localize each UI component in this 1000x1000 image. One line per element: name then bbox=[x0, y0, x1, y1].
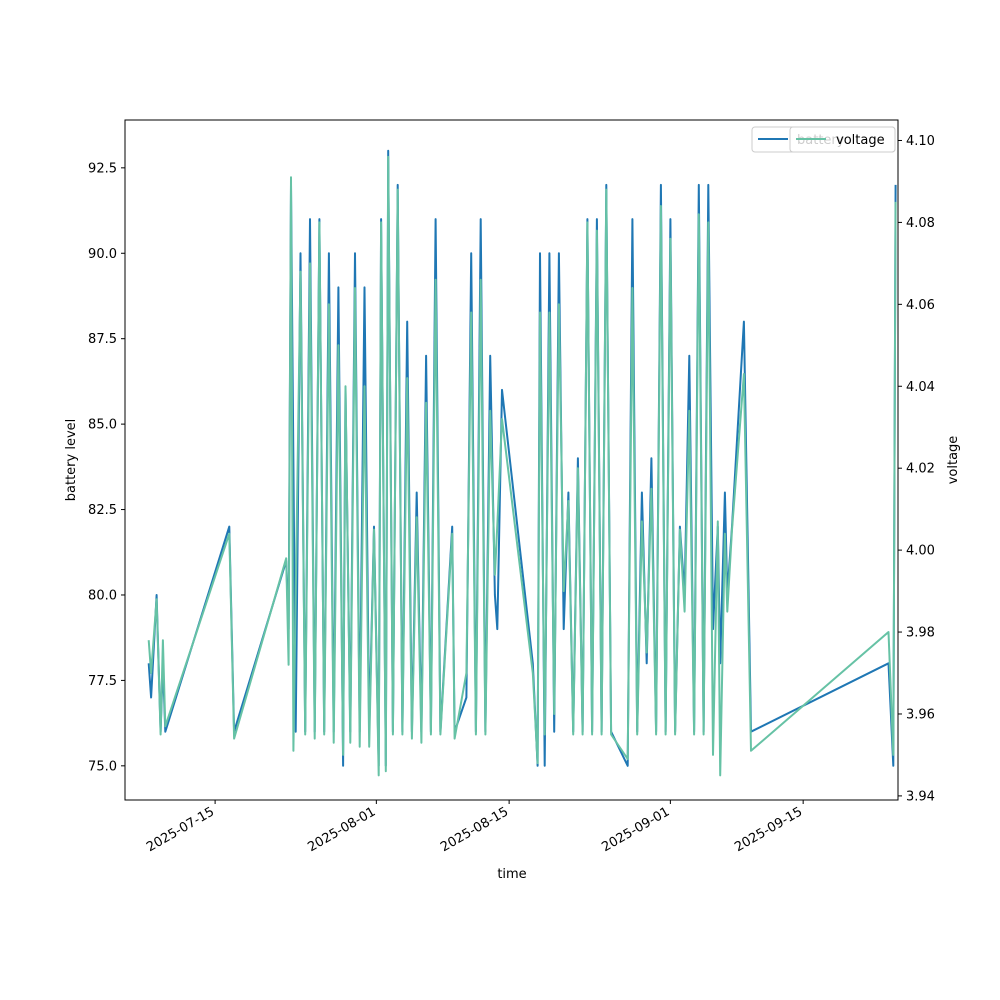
y-axis-left: 75.0 77.5 80.0 82.5 85.0 87.5 90.0 92.5 bbox=[88, 161, 125, 774]
y-right-tick-label: 3.98 bbox=[906, 626, 935, 641]
y-right-tick-label: 4.08 bbox=[906, 216, 935, 231]
y-left-tick-label: 80.0 bbox=[88, 588, 117, 603]
y-right-tick-label: 3.96 bbox=[906, 707, 935, 722]
y-left-tick-label: 85.0 bbox=[88, 418, 117, 433]
y-axis-right: 3.94 3.96 3.98 4.00 4.02 4.04 4.06 4.08 4.10 bbox=[898, 134, 935, 804]
y-right-tick-label: 4.04 bbox=[906, 380, 935, 395]
y-right-tick-label: 4.06 bbox=[906, 298, 935, 313]
y-left-tick-label: 82.5 bbox=[88, 503, 117, 518]
y-axis-left-label: battery level bbox=[64, 419, 79, 502]
legend-voltage-label: voltage bbox=[836, 133, 885, 148]
y-left-tick-label: 77.5 bbox=[88, 674, 117, 689]
y-left-tick-label: 75.0 bbox=[88, 759, 117, 774]
legend-voltage-frame bbox=[789, 126, 896, 153]
y-right-tick-label: 4.00 bbox=[906, 544, 935, 559]
y-left-tick-label: 87.5 bbox=[88, 332, 117, 347]
series-layer bbox=[147, 149, 897, 777]
legend-voltage: voltage bbox=[789, 126, 896, 153]
plot-frame bbox=[124, 119, 899, 801]
y-right-tick-label: 3.94 bbox=[906, 789, 935, 804]
y-left-tick-label: 92.5 bbox=[88, 161, 117, 176]
y-left-tick-label: 90.0 bbox=[88, 247, 117, 262]
series-line-voltage bbox=[147, 155, 897, 777]
y-axis-right-label: voltage bbox=[946, 436, 961, 485]
y-right-tick-label: 4.02 bbox=[906, 462, 935, 477]
x-axis-label: time bbox=[497, 867, 526, 882]
y-right-tick-label: 4.10 bbox=[906, 134, 935, 149]
